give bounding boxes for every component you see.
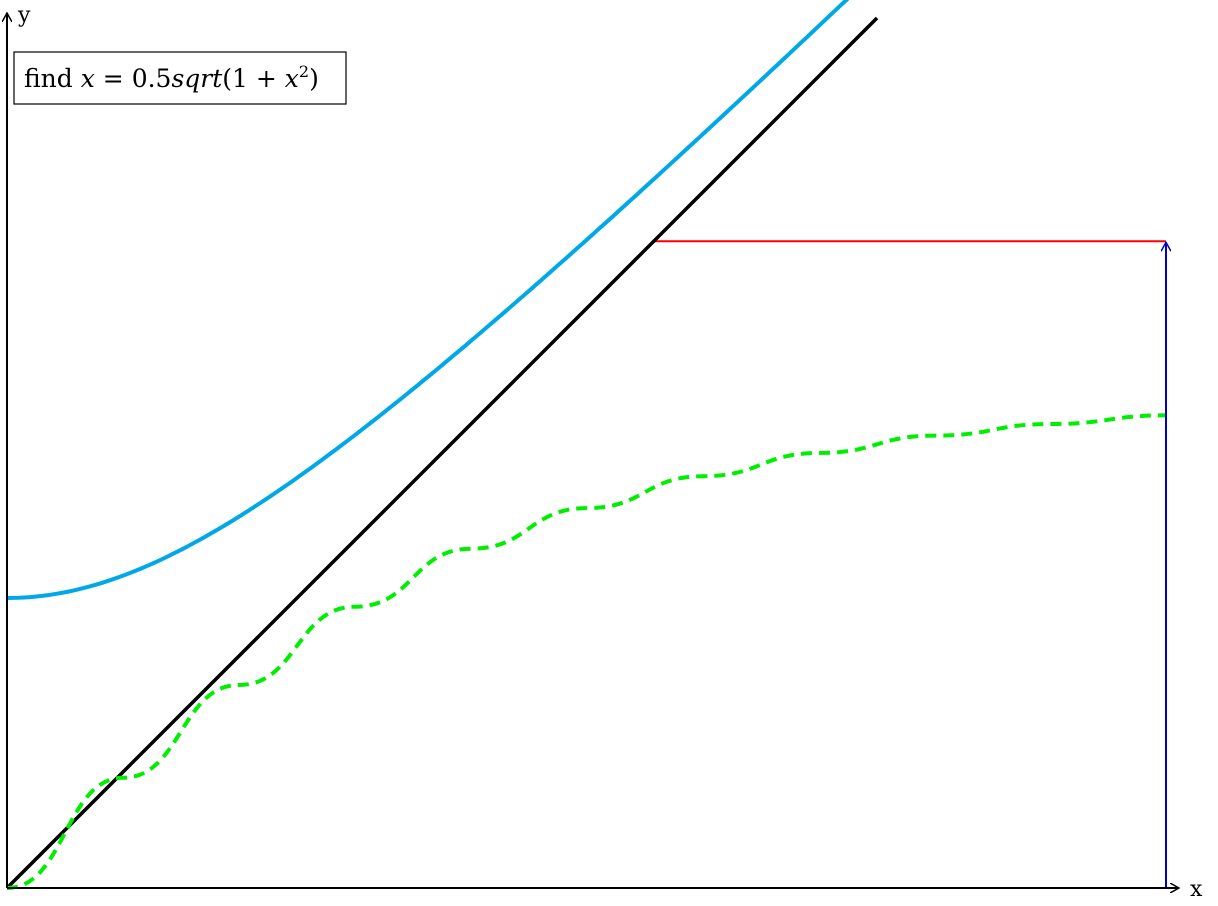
title-box <box>13 51 347 105</box>
title-prefix: find <box>24 64 81 93</box>
title-exp: 2 <box>299 62 309 81</box>
title-open: (1 + <box>222 64 285 93</box>
identity-line <box>5 16 879 890</box>
title-var: x <box>285 64 299 93</box>
title-close: ) <box>309 64 319 93</box>
x-axis-label: x <box>1190 877 1203 902</box>
title-coef: 0.5 <box>132 64 172 93</box>
chart-title: find x = 0.5sqrt(1 + x2) <box>24 62 319 93</box>
dashed-curve <box>6 413 1168 890</box>
title-lhs: x <box>81 64 95 93</box>
function-curve <box>6 0 850 600</box>
title-fn: sqrt <box>171 64 223 93</box>
plot-layer <box>5 0 1176 890</box>
title-eq: = <box>95 64 132 93</box>
y-axis-label: y <box>17 3 31 28</box>
